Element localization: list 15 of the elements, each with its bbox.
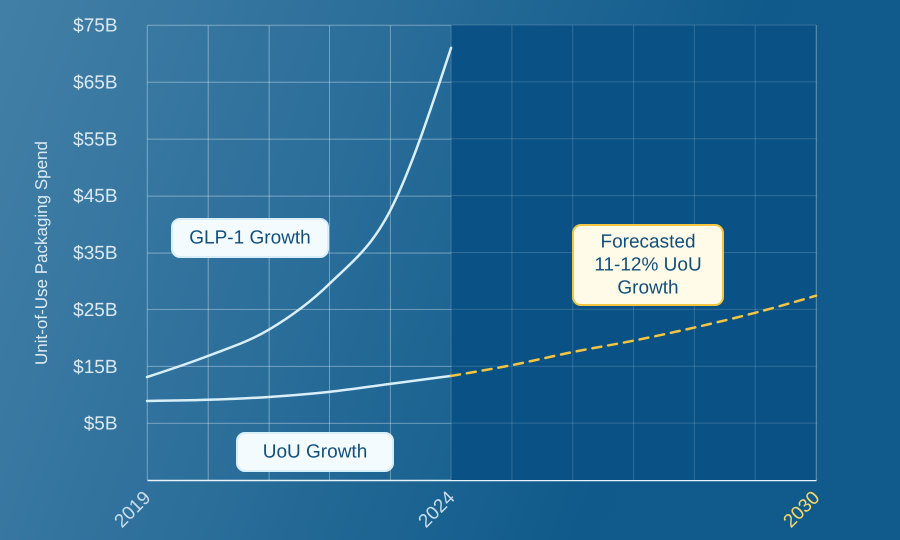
y-tick-label: $5B [84, 414, 118, 435]
y-tick-label: $35B [73, 243, 118, 264]
series-label: Forecasted 11-12% UoU Growth [594, 232, 702, 298]
text: UoU Growth [262, 442, 368, 462]
y-tick-label: $45B [73, 186, 118, 208]
text: GLP-1 Growth [189, 228, 311, 248]
y-tick-label: $65B [73, 72, 118, 94]
line-series [450, 294, 818, 378]
line-series [146, 374, 452, 402]
y-tick-label: $15B [73, 356, 118, 378]
line-series [146, 46, 452, 378]
y-tick-label: $75B [73, 16, 118, 36]
y-tick-label: $55B [73, 129, 118, 150]
y-tick-label: $25B [73, 300, 118, 321]
y-axis-title: Unit-of-Use Packaging Spend [32, 141, 52, 365]
